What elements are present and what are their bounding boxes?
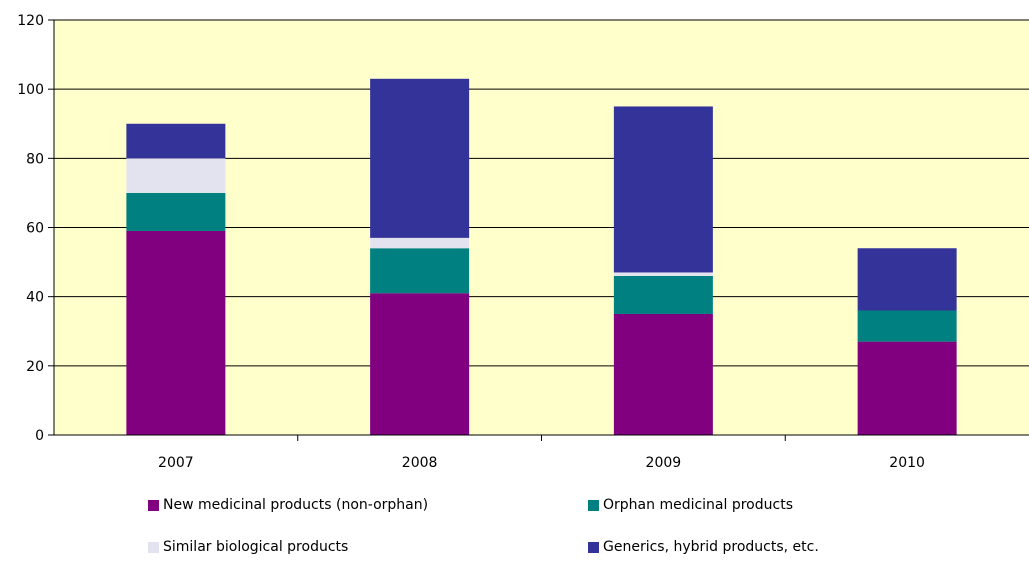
bar-segment (613, 275, 713, 314)
y-tick-labels: 0 20 40 60 80 100 120 (17, 13, 44, 444)
y-tick-label: 100 (17, 82, 44, 98)
bar-segment (370, 293, 470, 435)
bar-segment (370, 78, 470, 238)
bar-segment (613, 272, 713, 276)
x-tick-label: 2009 (646, 455, 682, 471)
bar-segment (370, 248, 470, 294)
y-tick-label: 80 (26, 151, 44, 167)
bars (126, 78, 957, 435)
bar-segment (126, 123, 226, 159)
x-tick-label: 2007 (158, 455, 194, 471)
bar-segment (857, 310, 957, 342)
axes (48, 19, 1029, 441)
x-tick-label: 2008 (402, 455, 438, 471)
bar-segment (857, 341, 957, 435)
bar-segment (126, 158, 226, 193)
y-tick-label: 0 (35, 428, 44, 444)
bar-segment (370, 237, 470, 249)
x-tick-labels: 2007 2008 2009 2010 (158, 455, 925, 471)
y-tick-label: 40 (26, 290, 44, 306)
x-tick-label: 2010 (889, 455, 925, 471)
bar-segment (857, 248, 957, 311)
y-tick-label: 60 (26, 221, 44, 237)
y-tick-label: 20 (26, 359, 44, 375)
bar-segment (126, 230, 226, 435)
bar-segment (126, 192, 226, 231)
bar-segment (613, 106, 713, 273)
y-tick-label: 120 (17, 13, 44, 29)
bar-segment (613, 313, 713, 435)
